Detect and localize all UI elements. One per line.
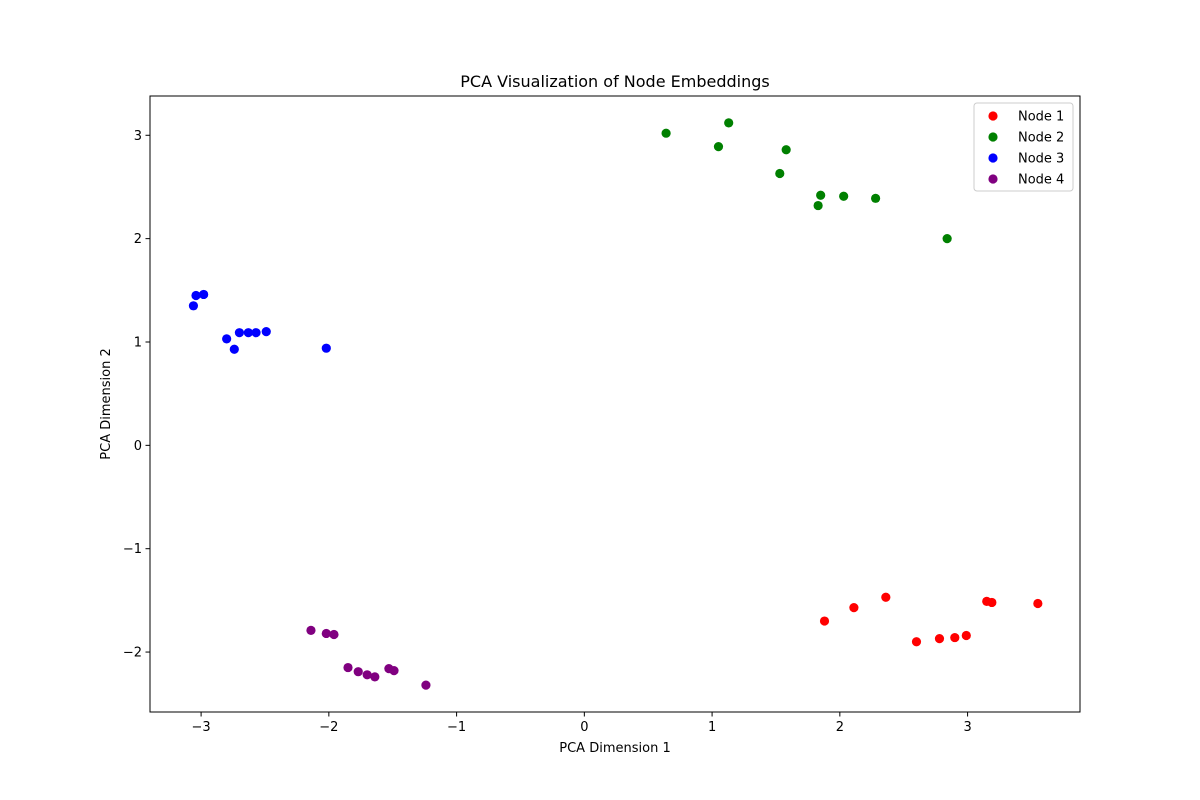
point-node-2-4 — [775, 168, 785, 179]
point-node-4-4 — [343, 662, 353, 673]
point-node-3-8 — [251, 328, 261, 338]
x-tick-label: −3 — [192, 720, 211, 735]
point-node-4-2 — [321, 628, 331, 639]
point-node-4-10 — [421, 680, 431, 690]
chart-title: PCA Visualization of Node Embeddings — [460, 72, 769, 91]
point-node-2-1 — [661, 128, 671, 138]
y-tick-label: −1 — [123, 542, 142, 557]
point-node-1-1 — [819, 616, 830, 626]
point-node-3-6 — [234, 328, 245, 338]
x-tick-label: 1 — [708, 720, 716, 735]
point-node-2-9 — [871, 193, 881, 203]
point-node-1-2 — [849, 603, 859, 613]
y-tick-label: 3 — [134, 129, 142, 144]
y-tick-label: 0 — [134, 439, 142, 454]
point-node-3-2 — [191, 290, 201, 301]
point-node-4-7 — [370, 672, 380, 682]
points-layer — [188, 118, 1043, 690]
point-node-1-9 — [987, 597, 997, 608]
point-node-3-4 — [222, 334, 232, 344]
point-node-4-1 — [306, 625, 316, 635]
point-node-3-1 — [188, 301, 199, 311]
legend-label-node-2: Node 2 — [1018, 131, 1064, 146]
point-node-3-7 — [243, 328, 253, 338]
legend-marker-node-3 — [988, 153, 998, 163]
legend-box — [973, 102, 1074, 192]
point-node-1-4 — [911, 637, 922, 647]
point-node-1-3 — [881, 592, 891, 602]
legend-label-node-4: Node 4 — [1018, 173, 1064, 188]
point-node-3-9 — [261, 327, 271, 337]
point-node-1-6 — [950, 632, 960, 643]
y-tick-label: −2 — [123, 646, 142, 661]
point-node-2-10 — [942, 234, 952, 244]
point-node-2-7 — [816, 190, 826, 200]
x-tick-label: 3 — [963, 720, 971, 735]
point-node-3-10 — [321, 343, 331, 353]
point-node-4-9 — [389, 666, 399, 676]
legend-label-node-1: Node 1 — [1018, 110, 1064, 125]
point-node-1-10 — [1033, 598, 1043, 609]
point-node-1-7 — [961, 630, 971, 641]
legend-marker-node-1 — [988, 111, 998, 121]
x-axis-label: PCA Dimension 1 — [559, 741, 670, 756]
point-node-3-3 — [199, 289, 209, 300]
x-axis: −3 −2 −1 0 1 2 3 — [192, 712, 972, 735]
point-node-4-3 — [329, 629, 339, 640]
point-node-2-2 — [713, 142, 724, 152]
point-node-2-8 — [839, 191, 849, 201]
x-tick-label: −1 — [447, 720, 466, 735]
y-tick-label: 2 — [134, 232, 142, 247]
y-axis: −2 −1 0 1 2 3 — [123, 129, 150, 661]
point-node-2-3 — [724, 118, 734, 128]
point-node-1-5 — [934, 634, 945, 644]
point-node-2-5 — [781, 145, 791, 155]
point-node-4-5 — [353, 667, 363, 677]
legend: Node 1 Node 2 Node 3 Node 4 — [973, 102, 1074, 192]
plot-frame — [149, 95, 1081, 713]
legend-marker-node-2 — [988, 132, 998, 142]
point-node-2-6 — [813, 200, 823, 211]
y-tick-label: 1 — [134, 335, 142, 350]
point-node-4-6 — [362, 670, 372, 680]
y-axis-label: PCA Dimension 2 — [99, 348, 114, 459]
x-tick-label: 2 — [836, 720, 844, 735]
legend-label-node-3: Node 3 — [1018, 152, 1064, 167]
x-tick-label: −2 — [319, 720, 338, 735]
point-node-3-5 — [229, 344, 239, 354]
legend-marker-node-4 — [988, 174, 998, 184]
x-tick-label: 0 — [580, 720, 588, 735]
